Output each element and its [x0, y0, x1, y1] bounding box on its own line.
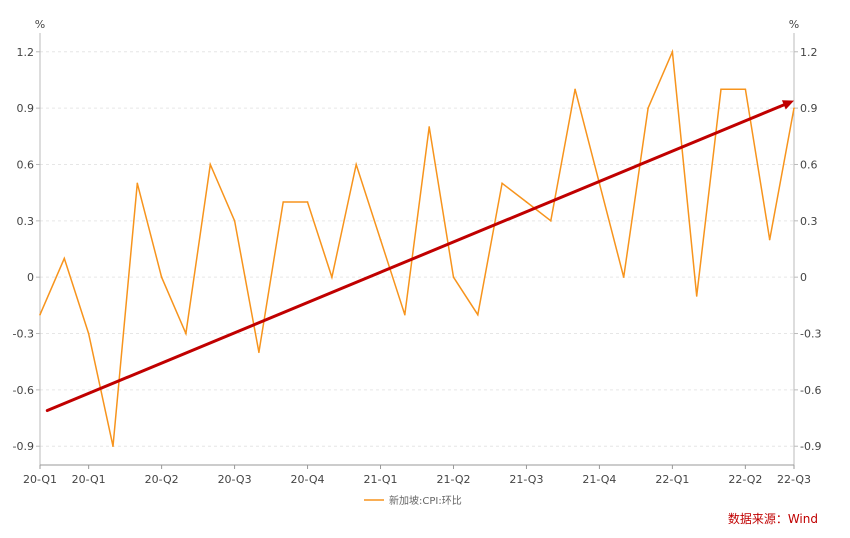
data-point [160, 276, 163, 278]
y-unit-right: % [789, 18, 799, 31]
data-point [525, 201, 528, 203]
data-point [671, 50, 674, 53]
data-point [695, 295, 698, 297]
data-point [622, 276, 625, 278]
y-tick-label-right: 0.9 [800, 102, 818, 115]
legend-label: 新加坡:CPI:环比 [389, 494, 462, 507]
y-tick-label-right: 0.6 [800, 158, 818, 171]
data-point [379, 238, 382, 241]
data-point [501, 182, 503, 185]
y-unit-left: % [35, 18, 45, 31]
grid [40, 51, 794, 447]
data-point [233, 220, 236, 222]
y-tick-label-right: 0 [800, 271, 807, 284]
y-tick-label-left: 1.2 [17, 46, 35, 59]
data-point [112, 445, 114, 448]
y-tick-label-left: 0 [27, 271, 34, 284]
x-tick-label: 22-Q2 [728, 473, 762, 486]
y-tick-label-left: -0.9 [13, 440, 34, 453]
data-point [549, 220, 552, 222]
x-tick-label: 21-Q2 [436, 473, 470, 486]
trend-arrow-shaft [45, 103, 786, 413]
data-point [87, 332, 90, 335]
data-point [720, 88, 722, 91]
legend-item: 新加坡:CPI:环比 [364, 494, 462, 507]
series-layer [39, 48, 795, 448]
source-label: 数据来源：Wind [728, 511, 818, 526]
y-tick-label-right: -0.6 [800, 384, 821, 397]
data-point [793, 107, 795, 109]
y-tick-label-left: 0.3 [17, 215, 35, 228]
x-tick-label: 20-Q1 [72, 473, 106, 486]
axes [36, 33, 798, 469]
y-tick-label-right: -0.3 [800, 328, 821, 341]
data-point [768, 238, 771, 241]
x-tick-label: 22-Q1 [655, 473, 689, 486]
data-point [185, 332, 187, 335]
data-point [63, 257, 66, 260]
data-point [744, 88, 747, 91]
data-point [477, 313, 479, 316]
data-point [136, 182, 139, 185]
data-point [331, 276, 333, 278]
x-tick-label: 20-Q4 [291, 473, 325, 486]
data-point [306, 201, 309, 203]
x-tick-label: 20-Q2 [145, 473, 179, 486]
x-tick-label: 21-Q3 [509, 473, 543, 486]
x-tick-label: 20-Q3 [218, 473, 252, 486]
y-tick-label-left: 0.6 [17, 158, 35, 171]
data-point [452, 276, 455, 278]
data-point [574, 88, 576, 91]
y-tick-label-right: -0.9 [800, 440, 821, 453]
y-tick-label-right: 1.2 [800, 46, 818, 59]
data-point [404, 313, 406, 316]
labels: 1.2 1.2 0.9 0.9 0.6 0.6 0.3 0.3 0 0 -0.3 -0.3 -0.6 -0… [13, 18, 822, 486]
y-tick-label-left: -0.6 [13, 384, 34, 397]
data-point [355, 163, 357, 166]
data-point [209, 163, 212, 166]
trend-arrow-layer [45, 100, 794, 413]
trend-arrow-head [781, 100, 794, 110]
x-tick-label: 21-Q1 [364, 473, 398, 486]
data-point [258, 351, 260, 354]
data-point [428, 126, 430, 128]
data-point [282, 201, 285, 203]
y-tick-label-left: 0.9 [17, 102, 35, 115]
data-point [647, 107, 649, 109]
x-tick-label: 22-Q3 [777, 473, 811, 486]
x-tick-label: 21-Q4 [582, 473, 616, 486]
y-tick-label-right: 0.3 [800, 215, 818, 228]
y-tick-label-left: -0.3 [13, 328, 34, 341]
x-tick-label: 20-Q1 [23, 473, 57, 486]
series-line [39, 48, 795, 447]
data-point [39, 313, 41, 316]
